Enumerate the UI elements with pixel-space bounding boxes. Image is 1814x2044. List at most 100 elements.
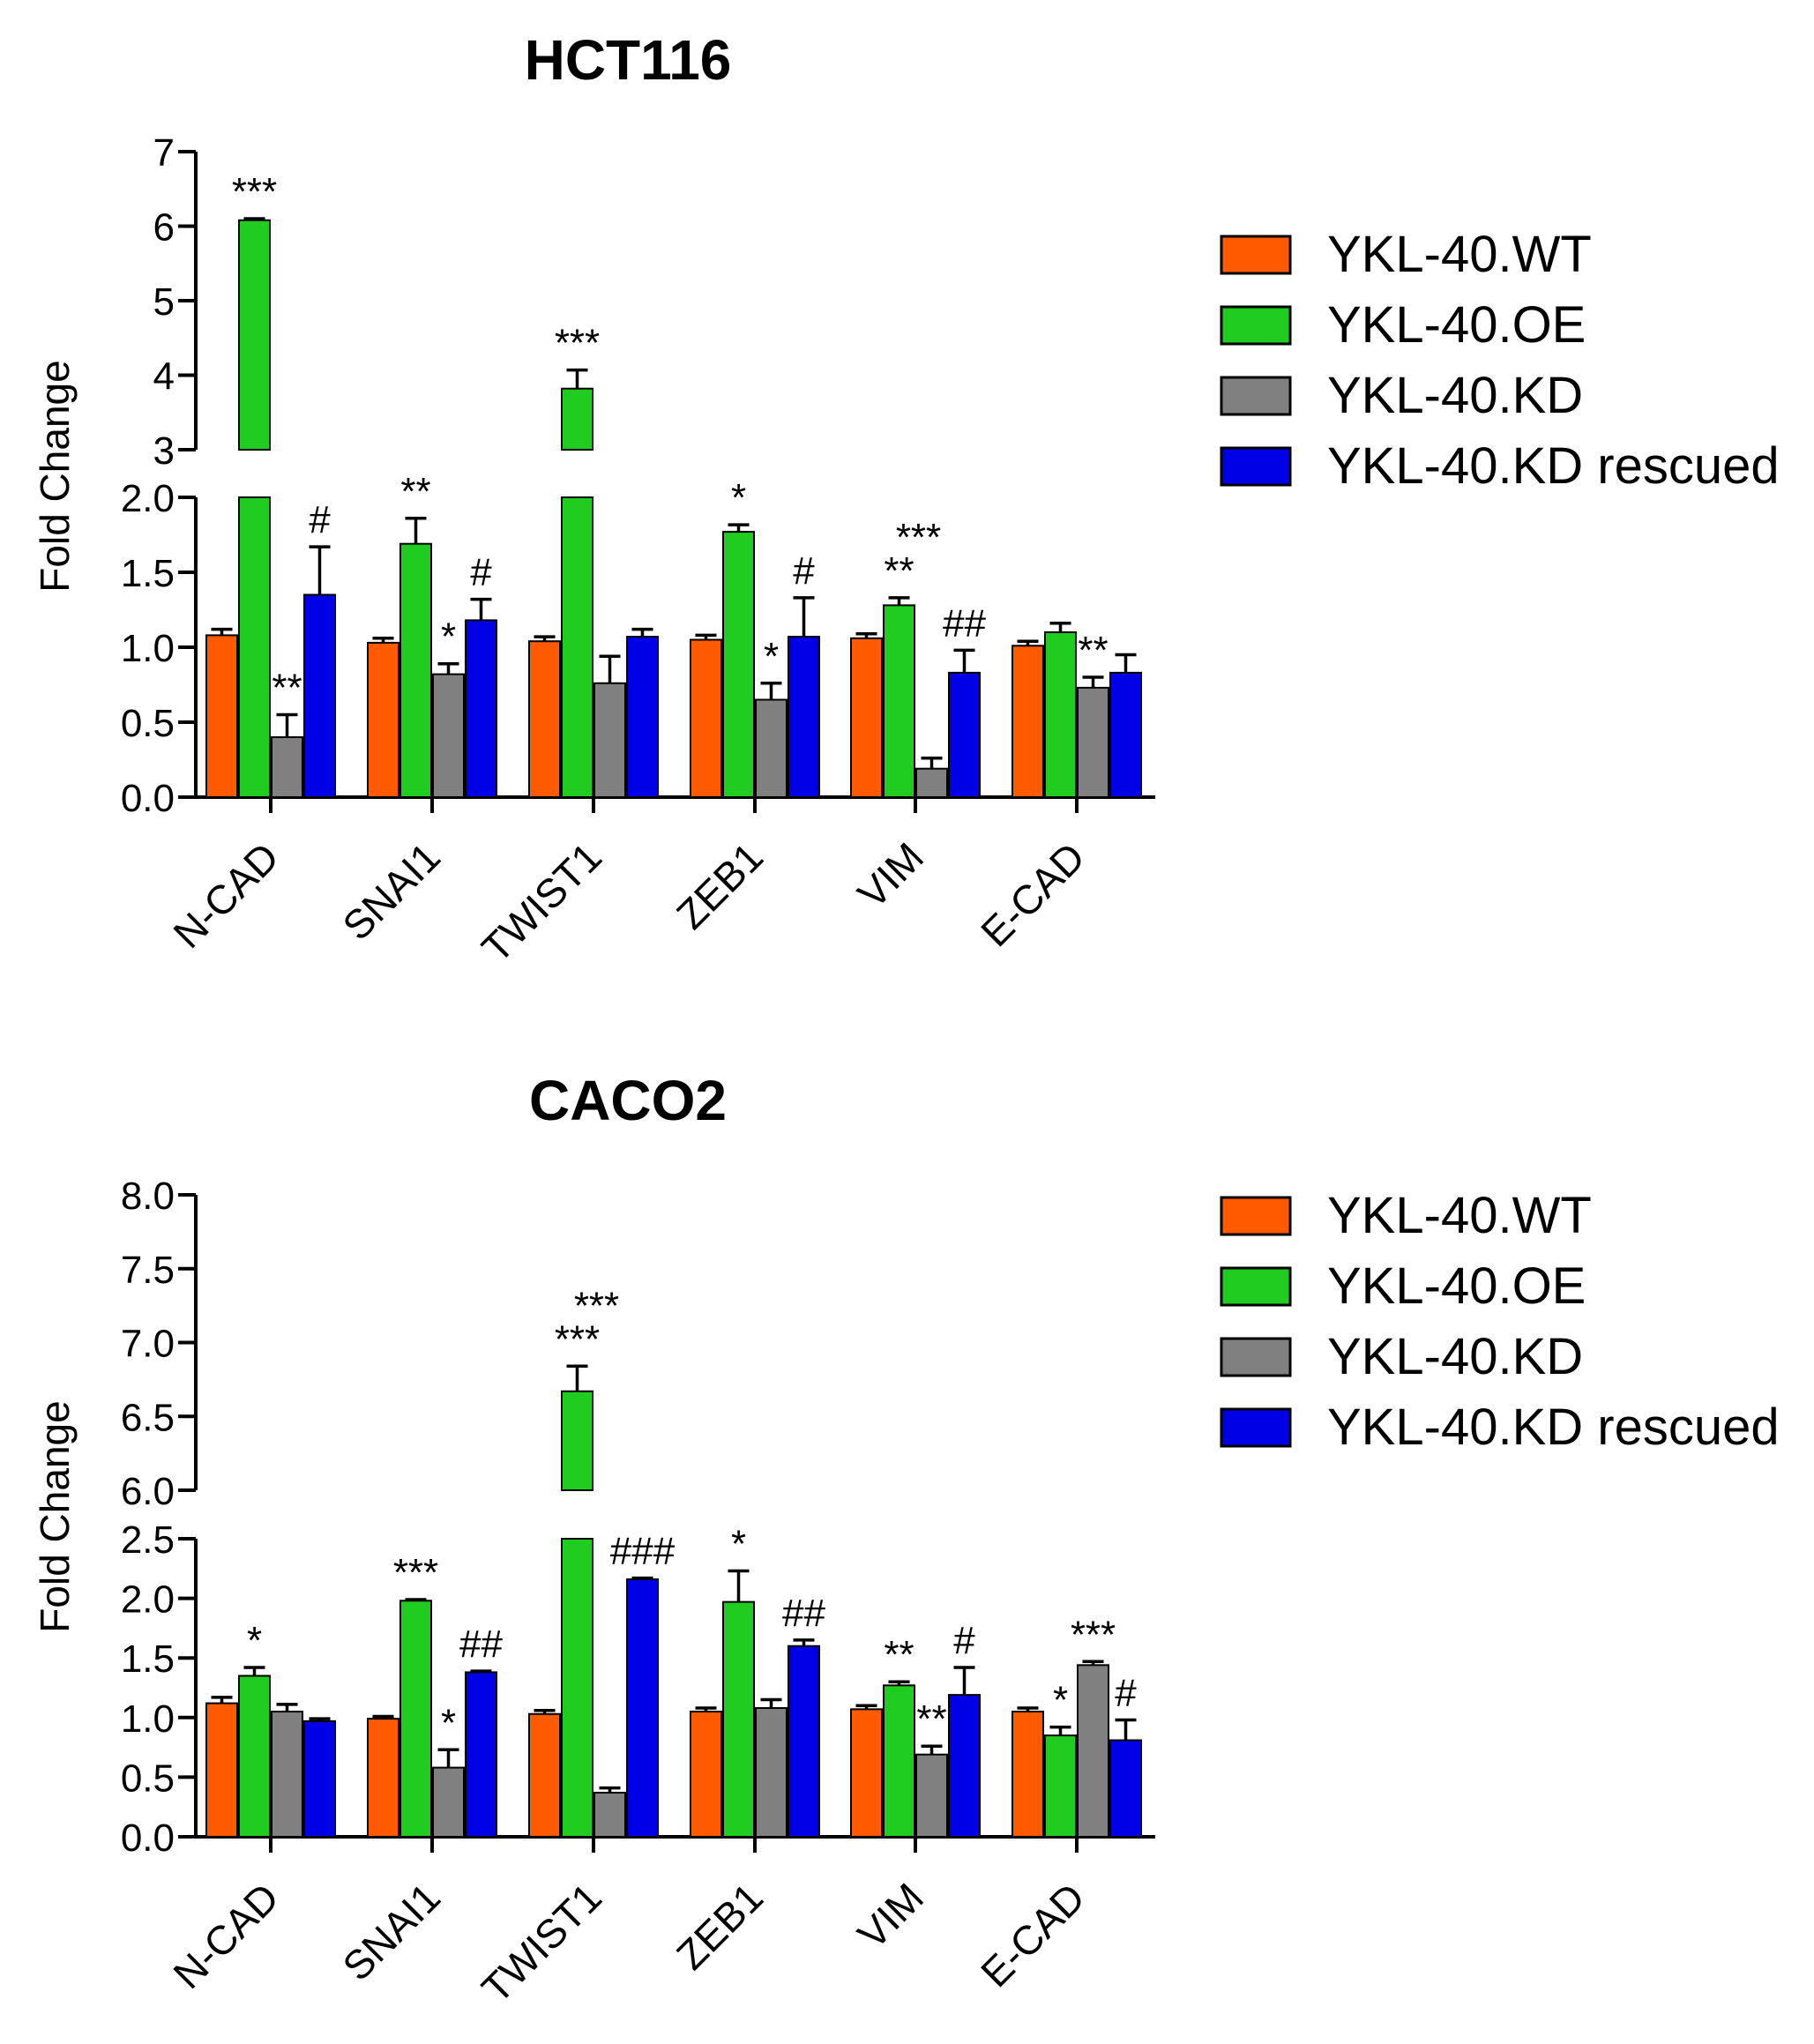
bar [367, 1718, 399, 1838]
y-axis-label: Fold Change [32, 360, 78, 592]
bar [948, 671, 981, 799]
y-tick-label: 6.0 [121, 1470, 175, 1513]
legend-swatch [1220, 1407, 1292, 1448]
y-tick-label: 2.0 [121, 1578, 175, 1622]
bar [626, 1578, 659, 1839]
x-tick-label: ZEB1 [668, 833, 772, 937]
y-tick-label: 8.0 [121, 1175, 175, 1218]
y-tick-label: 0.0 [121, 1816, 175, 1860]
significance-label: *** [555, 322, 600, 365]
bar [205, 634, 238, 799]
bar [915, 767, 948, 799]
bar [690, 638, 722, 798]
significance-label: # [793, 549, 815, 593]
x-tick-label: VIM [848, 1874, 932, 1958]
legend-label: YKL-40.OE [1327, 296, 1586, 354]
legend-label: YKL-40.WT [1327, 226, 1592, 283]
legend-swatch [1220, 1196, 1292, 1236]
legend-label: YKL-40.WT [1327, 1187, 1592, 1244]
significance-label: ** [884, 549, 914, 593]
significance-label: ## [459, 1623, 503, 1666]
legend-swatch [1220, 235, 1292, 275]
bar [367, 641, 399, 799]
significance-label: # [309, 498, 331, 541]
y-tick-label: 3 [153, 429, 175, 473]
chart-title: CACO2 [529, 1069, 727, 1132]
x-tick-label: N-CAD [164, 833, 287, 957]
significance-label: *** [896, 516, 941, 559]
bar [528, 640, 561, 799]
y-tick-label: 6.5 [121, 1396, 175, 1439]
bar [1109, 1739, 1142, 1839]
bar [528, 1712, 561, 1839]
bar [1012, 645, 1044, 798]
bar [465, 619, 497, 799]
y-tick-label: 0.5 [121, 1757, 175, 1800]
y-tick-label: 0.5 [121, 702, 175, 745]
significance-label: * [247, 1619, 262, 1662]
legend-label: YKL-40.OE [1327, 1257, 1586, 1315]
x-tick-label: N-CAD [164, 1874, 287, 1997]
significance-label: # [1115, 1672, 1137, 1715]
significance-label: *** [555, 1317, 600, 1361]
legend-label: YKL-40.KD [1327, 367, 1583, 424]
bar [561, 387, 593, 451]
legend-swatch [1220, 1337, 1292, 1377]
bar [205, 1702, 238, 1839]
y-tick-label: 6 [153, 206, 175, 250]
bar [626, 636, 659, 798]
legend-swatch [1220, 446, 1292, 487]
bar [883, 1684, 915, 1839]
y-axis-label: Fold Change [32, 1400, 78, 1632]
x-tick-label: SNAI1 [333, 1874, 449, 1989]
x-tick-label: E-CAD [972, 833, 1094, 955]
significance-label: ** [1078, 629, 1108, 672]
legend-swatch [1220, 1266, 1292, 1307]
significance-label: *** [574, 1284, 619, 1327]
significance-label: *** [232, 170, 277, 213]
bar [561, 496, 593, 798]
bar [432, 1766, 465, 1838]
bar [755, 698, 788, 798]
y-tick-label: 7.5 [121, 1249, 175, 1292]
bar [1044, 631, 1077, 798]
bar [788, 1645, 820, 1839]
y-tick-label: 1.0 [121, 627, 175, 670]
x-tick-label: SNAI1 [333, 833, 449, 949]
bar [788, 636, 820, 798]
y-tick-label: 7 [153, 131, 175, 175]
significance-label: ** [884, 1633, 914, 1676]
y-tick-label: 4 [153, 355, 175, 399]
legend-label: YKL-40.KD rescued [1327, 1399, 1780, 1456]
bar [722, 1600, 755, 1838]
bar [1077, 686, 1109, 799]
significance-label: * [764, 635, 779, 678]
significance-label: ** [272, 667, 302, 710]
x-tick-label: TWIST1 [473, 833, 610, 971]
significance-label: *** [1071, 1613, 1116, 1656]
bar [593, 1791, 626, 1838]
significance-label: * [731, 476, 746, 519]
bar [238, 496, 271, 798]
significance-label: * [1053, 1679, 1068, 1722]
bar [690, 1711, 722, 1839]
bar [1012, 1711, 1044, 1839]
x-tick-label: ZEB1 [668, 1874, 772, 1978]
bar [271, 736, 303, 798]
chart-title: HCT116 [525, 28, 732, 92]
significance-label: ** [400, 470, 430, 513]
y-tick-label: 1.5 [121, 552, 175, 595]
significance-label: # [470, 551, 492, 594]
significance-label: # [953, 1619, 975, 1662]
bar [850, 637, 883, 798]
bar [948, 1694, 981, 1839]
bar [850, 1708, 883, 1839]
bar [238, 1675, 271, 1838]
significance-label: * [441, 615, 456, 659]
significance-label: ### [610, 1530, 676, 1573]
bar [915, 1753, 948, 1839]
bar [1109, 671, 1142, 799]
y-tick-label: 7.0 [121, 1323, 175, 1366]
